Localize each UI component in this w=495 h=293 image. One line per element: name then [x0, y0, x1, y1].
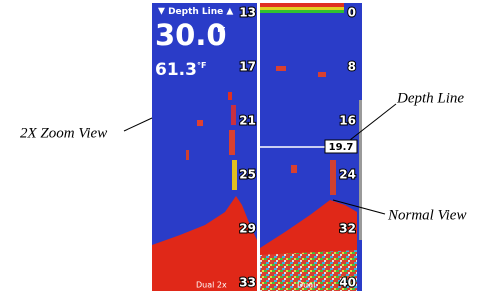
temperature-reading: 61.3	[155, 60, 197, 80]
header-text: Depth Line	[168, 7, 223, 17]
fish-arch	[229, 130, 235, 155]
scroll-bar	[359, 100, 362, 240]
page: 19.7 ▼ Depth Line ▲ 30.0 ft 61.3 °F Dual…	[0, 0, 495, 293]
color-bar	[260, 7, 344, 10]
sonar-screen: 19.7 ▼ Depth Line ▲ 30.0 ft 61.3 °F Dual…	[152, 3, 362, 291]
fish	[276, 66, 286, 71]
right-scale-label: 16	[339, 114, 356, 128]
left-scale-label: 17	[239, 60, 256, 74]
left-scale-label: 21	[239, 114, 256, 128]
depth-reading: 30.0	[155, 18, 227, 52]
fish	[291, 165, 297, 173]
color-bar	[260, 3, 344, 7]
pane-divider	[257, 3, 260, 291]
fish-arch	[232, 160, 237, 190]
fish	[318, 72, 326, 77]
temperature-unit: °F	[197, 61, 206, 70]
callout-line	[124, 118, 152, 131]
left-scale-label: 13	[239, 6, 256, 20]
left-scale-label: 25	[239, 168, 256, 182]
fish-arch	[231, 105, 236, 125]
depth-line-value: 19.7	[329, 142, 354, 153]
right-scale-label: 24	[339, 168, 356, 182]
right-scale-label: 32	[339, 222, 356, 236]
right-scale-label: 40	[339, 276, 356, 290]
left-scale-label: 33	[239, 276, 256, 290]
callout-normal-view: Normal View	[387, 207, 466, 223]
header: ▼ Depth Line ▲	[158, 7, 233, 17]
fish-arch	[330, 160, 336, 195]
right-scale-label: 0	[348, 6, 356, 20]
left-mode: Dual 2x	[196, 281, 227, 290]
color-bar	[260, 10, 344, 13]
left-scale-label: 29	[239, 222, 256, 236]
callout-depth-line: Depth Line	[396, 90, 464, 106]
right-scale-label: 8	[348, 60, 356, 74]
right-mode: Dual	[297, 281, 315, 290]
fish	[197, 120, 203, 126]
callout-zoom-view: 2X Zoom View	[20, 125, 107, 141]
fish	[186, 150, 189, 160]
depth-unit: ft	[217, 25, 226, 35]
fish-arch	[228, 92, 232, 100]
